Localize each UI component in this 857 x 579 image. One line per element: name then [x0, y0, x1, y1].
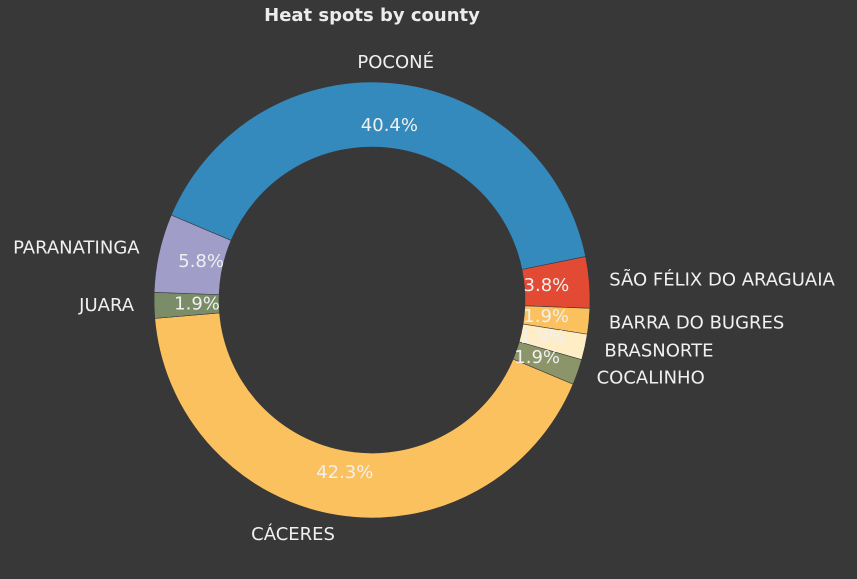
slice-0 [170, 81, 586, 270]
slices-group [153, 81, 591, 519]
slice-label-6: JUARA [78, 295, 135, 316]
slice-label-1: SÃO FÉLIX DO ARAGUAIA [609, 269, 835, 291]
slice-pct-3: 1.9% [520, 327, 566, 348]
slice-label-0: POCONÉ [357, 51, 434, 73]
chart-title: Heat spots by county [264, 5, 480, 26]
slice-pct-7: 5.8% [178, 251, 224, 272]
slice-pct-1: 3.8% [524, 275, 570, 296]
slice-pct-0: 40.4% [361, 115, 418, 136]
slice-pct-4: 1.9% [514, 347, 560, 368]
slice-label-5: CÁCERES [251, 523, 335, 545]
slice-label-7: PARANATINGA [13, 238, 140, 259]
slice-label-4: COCALINHO [597, 368, 705, 389]
slice-5 [154, 312, 574, 519]
slice-label-2: BARRA DO BUGRES [609, 312, 785, 333]
slice-pct-5: 42.3% [316, 462, 373, 483]
slice-pct-2: 1.9% [523, 306, 569, 327]
slice-7 [153, 214, 232, 295]
slice-label-3: BRASNORTE [604, 340, 713, 361]
labels-group: POCONÉ 40.4% SÃO FÉLIX DO ARAGUAIA 3.8% BARR… [13, 51, 835, 545]
slice-pct-6: 1.9% [174, 293, 220, 314]
